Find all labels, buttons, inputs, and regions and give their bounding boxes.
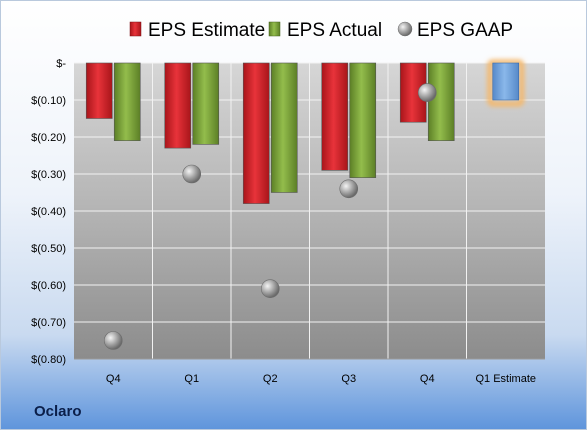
gridlines (74, 62, 545, 360)
y-tick-label: $(0.20) (31, 132, 66, 144)
eps-gaap-point (103, 331, 123, 350)
eps-estimate-bar (242, 62, 270, 204)
legend-swatch-estimate (129, 21, 142, 37)
eps-actual-bar (427, 62, 455, 141)
legend-swatch-gaap (397, 21, 413, 37)
x-tick-label: Q2 (263, 373, 278, 385)
y-tick-label: $(0.60) (31, 280, 66, 292)
x-tick-label: Q1 Estimate (475, 373, 536, 385)
eps-estimate-bar (164, 62, 192, 149)
x-tick-label: Q4 (106, 373, 121, 385)
x-tick-label: Q4 (420, 373, 435, 385)
legend-label: EPS GAAP (417, 20, 513, 41)
eps-actual-bar (192, 62, 220, 145)
legend-label: EPS Estimate (148, 20, 265, 41)
eps-gaap-point (260, 279, 280, 299)
y-tick-label: $(0.50) (31, 243, 66, 255)
legend-label: EPS Actual (287, 20, 382, 41)
estimate-highlight (487, 59, 525, 107)
legend: EPS Estimate EPS Actual EPS GAAP (129, 20, 513, 41)
gaap-points (103, 83, 437, 350)
company-name: Oclaro (34, 403, 82, 420)
y-tick-label: $(0.70) (31, 317, 66, 329)
legend-item: EPS Estimate (129, 20, 265, 41)
y-tick-label: $(0.80) (31, 354, 66, 366)
x-tick-label: Q1 (184, 373, 199, 385)
legend-item: EPS Actual (268, 20, 382, 41)
x-axis: Q4 Q1 Q2 Q3 Q4 Q1 Estimate (106, 373, 536, 385)
eps-estimate-bar (321, 62, 349, 171)
eps-estimate-bar (85, 62, 113, 119)
eps-actual-bar (270, 62, 298, 193)
eps-gaap-point (339, 179, 359, 199)
eps-gaap-point (417, 83, 437, 102)
x-tick-label: Q3 (341, 373, 356, 385)
y-tick-label: $(0.40) (31, 206, 66, 218)
legend-swatch-actual (268, 21, 281, 37)
bars (85, 59, 525, 204)
eps-gaap-point (182, 164, 202, 184)
y-tick-label: $- (56, 58, 66, 70)
legend-item: EPS GAAP (397, 20, 513, 41)
y-axis: $- $(0.10) $(0.20) $(0.30) $(0.40) $(0.50) $(0… (31, 58, 66, 366)
q1-estimate-bar (492, 62, 520, 101)
eps-actual-bar (349, 62, 377, 178)
eps-actual-bar (113, 62, 141, 141)
y-tick-label: $(0.30) (31, 169, 66, 181)
y-tick-label: $(0.10) (31, 95, 66, 107)
